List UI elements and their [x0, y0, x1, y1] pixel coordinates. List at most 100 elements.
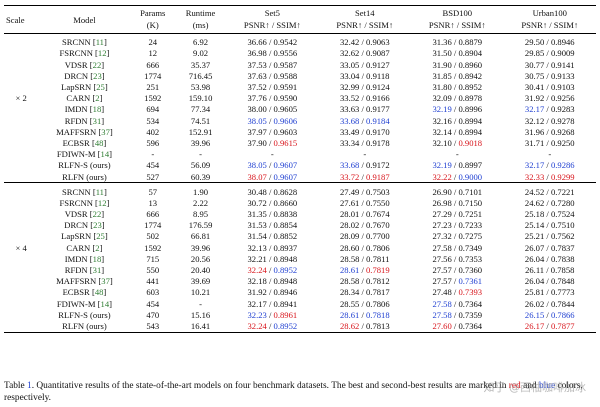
citation-link[interactable]: 12 [97, 48, 107, 59]
ssim-value: 0.7364 [458, 320, 483, 331]
model-name: ECBSR [62, 287, 90, 298]
ssim-value: 0.7360 [458, 265, 483, 276]
metric-cell: 32.17 / 0.9283 [524, 104, 575, 115]
runtime-cell: 53.98 [190, 82, 211, 93]
ssim-value: 0.8961 [273, 309, 298, 320]
psnr-value: 26.04 [524, 276, 545, 287]
model-cell: RLFN-S (ours) [38, 160, 130, 171]
model-name: RLFN (ours) [62, 320, 107, 331]
table-row: FSRCNN [12] 12 9.02 36.98 / 0.9556 32.62 / 0… [4, 48, 596, 59]
ssim-value: 0.7819 [366, 265, 390, 276]
metric-cell: 26.17 / 0.7877 [524, 320, 575, 331]
psnr-value: 37.63 [247, 70, 267, 81]
model-name: RLFN-S (ours) [58, 309, 111, 320]
metric-cell: 36.98 / 0.9556 [247, 48, 298, 59]
ssim-value: 0.8948 [273, 253, 298, 264]
citation-link[interactable]: 22 [92, 209, 102, 220]
model-name: RFDN [64, 115, 88, 126]
params-cell: 470 [146, 309, 160, 320]
table-row: LapSRN [25] 251 53.98 37.52 / 0.9591 32.99 /… [4, 82, 596, 93]
citation-link[interactable]: 25 [96, 82, 105, 93]
runtime-cell: 56.09 [190, 160, 211, 171]
runtime-cell: 16.41 [190, 320, 211, 331]
metric-cell: 31.92 / 0.8946 [247, 287, 298, 298]
psnr-value: 28.34 [339, 287, 360, 298]
scale-cell [4, 149, 38, 160]
citation-link[interactable]: 18 [92, 253, 102, 264]
params-cell: 441 [146, 276, 160, 287]
metric-cell: 25.14 / 0.7510 [524, 220, 575, 231]
table-row: SRCNN [11] 57 1.90 30.48 / 0.8628 27.49 / 0.… [4, 183, 596, 198]
ssim-value: 0.9141 [550, 59, 575, 70]
table-row: IMDN [18] 694 77.34 38.00 / 0.9605 33.63 / 0… [4, 104, 596, 115]
psnr-value: 32.16 [432, 115, 452, 126]
citation-link[interactable]: 31 [92, 115, 102, 126]
metric-cell: 32.24 / 0.8952 [247, 265, 298, 276]
citation-link[interactable]: 48 [94, 137, 104, 148]
ssim-value: 0.8941 [273, 298, 298, 309]
ssim-value: 0.9256 [550, 93, 575, 104]
model-cell: RFDN [31] [64, 115, 105, 126]
metric-header-urban100: PSNR↑ / SSIM↑ [521, 19, 579, 30]
citation-link[interactable]: 23 [93, 220, 102, 231]
psnr-value: 30.77 [524, 59, 545, 70]
ssim-value: 0.8879 [458, 37, 483, 48]
metric-cell: 31.50 / 0.8904 [432, 48, 483, 59]
psnr-value: 32.12 [524, 115, 545, 126]
metric-header-bsd100: PSNR↑ / SSIM↑ [428, 19, 486, 30]
citation-link[interactable]: 48 [94, 287, 104, 298]
citation-link[interactable]: 11 [95, 186, 104, 197]
citation-link[interactable]: 18 [92, 104, 102, 115]
citation-link[interactable]: 37 [101, 276, 110, 287]
citation-link[interactable]: 11 [95, 37, 104, 48]
metric-cell: 37.63 / 0.9588 [247, 70, 298, 81]
psnr-value: 32.42 [339, 37, 360, 48]
metric-cell: 33.04 / 0.9118 [340, 70, 390, 81]
runtime-header: Runtime [185, 7, 216, 18]
psnr-value: 28.61 [339, 265, 360, 276]
model-cell: CARN [2] [66, 242, 103, 253]
citation-link[interactable]: 25 [96, 231, 105, 242]
ssim-value: 0.7349 [458, 242, 483, 253]
metric-cell: 27.49 / 0.7503 [339, 186, 390, 197]
ssim-value: 0.7562 [550, 231, 575, 242]
ssim-value: 0.8854 [273, 220, 298, 231]
citation-link[interactable]: 14 [100, 298, 110, 309]
model-cell: FSRCNN [12] [59, 48, 110, 59]
metric-cell: 32.13 / 0.8937 [247, 242, 298, 253]
model-name: SRCNN [62, 186, 91, 197]
citation-link[interactable]: 12 [97, 197, 107, 208]
runtime-unit: (ms) [192, 19, 209, 30]
scale-cell [4, 298, 38, 309]
psnr-value: 28.58 [339, 276, 360, 287]
citation-link[interactable]: 2 [95, 242, 100, 253]
citation-link[interactable]: 37 [101, 126, 110, 137]
scale-cell [4, 171, 38, 183]
citation-link[interactable]: 2 [95, 93, 100, 104]
citation-link[interactable]: 23 [93, 70, 102, 81]
citation-link[interactable]: 22 [92, 59, 102, 70]
params-cell: 715 [146, 253, 160, 264]
ssim-value: 0.7844 [550, 298, 575, 309]
metric-cell: - [226, 149, 318, 160]
model-cell: IMDN [18] [64, 253, 105, 264]
ssim-value: 0.8946 [550, 37, 575, 48]
table-row: VDSR [22] 666 8.95 31.35 / 0.8838 28.01 / 0.… [4, 209, 596, 220]
citation-link[interactable]: 14 [100, 149, 110, 160]
scale-cell [4, 82, 38, 93]
metric-cell: 26.04 / 0.7838 [524, 253, 575, 264]
ssim-value: 0.7361 [458, 276, 483, 287]
psnr-value: 30.75 [524, 70, 545, 81]
metric-cell: 27.57 / 0.7361 [432, 276, 483, 287]
ssim-value: 0.8952 [273, 265, 298, 276]
metric-cell: 33.05 / 0.9127 [339, 59, 390, 70]
caption-table-ref[interactable]: 1 [27, 381, 32, 391]
metric-cell: 29.85 / 0.9009 [524, 48, 575, 59]
citation-link[interactable]: 31 [92, 265, 102, 276]
metric-cell: 28.09 / 0.7700 [339, 231, 390, 242]
runtime-cell: 20.40 [190, 265, 211, 276]
ssim-value: 0.7233 [458, 220, 483, 231]
model-cell: MAFFSRN [37] [56, 126, 113, 137]
ssim-value: 0.9087 [366, 48, 390, 59]
ssim-value: 0.8960 [458, 59, 483, 70]
